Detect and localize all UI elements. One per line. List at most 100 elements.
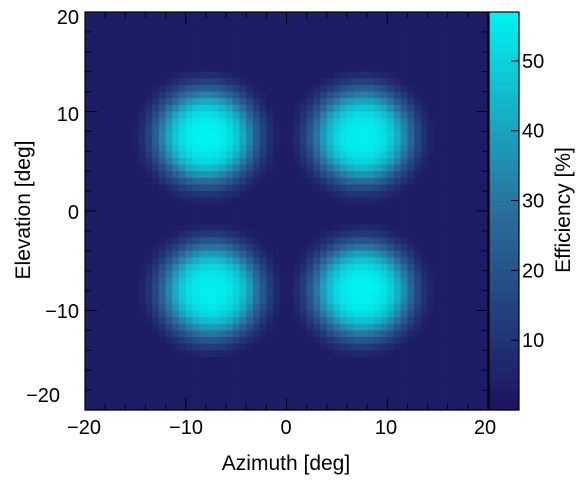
heatmap-cell [299,317,308,325]
heatmap-cell [340,283,348,292]
heatmap-cell [205,138,214,146]
heatmap-cell [226,277,234,285]
heatmap-cell [306,356,314,365]
heatmap-cell [320,65,328,73]
heatmap-cell [306,390,314,398]
heatmap-cell [152,124,160,132]
heatmap-cell [340,211,348,219]
heatmap-cell [393,230,402,239]
heatmap-cell [179,224,187,232]
heatmap-cell [393,177,402,186]
heatmap-cell [273,164,281,172]
heatmap-cell [105,164,113,172]
heatmap-cell [246,65,254,73]
heatmap-cell [111,25,120,33]
heatmap-cell [192,38,200,46]
heatmap-cell [132,25,140,33]
heatmap-cell [279,78,288,86]
heatmap-cell [172,138,180,146]
heatmap-cell [111,12,120,20]
heatmap-cell [118,390,126,398]
heatmap-cell [440,45,449,53]
heatmap-cell [440,310,449,318]
heatmap-cell [367,230,375,239]
heatmap-cell [306,18,314,26]
heatmap-cell [138,337,147,345]
heatmap-cell [179,396,187,404]
heatmap-cell [400,317,408,325]
heatmap-cell [199,270,207,278]
heatmap-cell [353,124,361,132]
heatmap-cell [387,164,395,172]
heatmap-cell [266,323,274,331]
heatmap-cell [474,91,482,99]
heatmap-cell [393,184,402,192]
heatmap-cell [91,230,100,239]
heatmap-cell [172,370,180,378]
heatmap-cell [474,244,482,252]
heatmap-cell [158,237,167,245]
heatmap-cell [152,104,160,113]
heatmap-cell [434,171,442,179]
heatmap-cell [420,197,429,205]
heatmap-cell [467,376,476,385]
heatmap-cell [98,330,106,338]
heatmap-cell [273,277,281,285]
heatmap-cell [306,270,314,278]
heatmap-cell [199,157,207,166]
heatmap-cell [138,177,147,186]
heatmap-cell [111,104,120,113]
heatmap-cell [293,230,301,239]
heatmap-cell [467,184,476,192]
heatmap-cell [138,144,147,152]
heatmap-cell [434,124,442,132]
heatmap-cell [138,230,147,239]
heatmap-cell [333,230,341,239]
heatmap-cell [400,38,408,46]
heatmap-cell [199,283,207,292]
heatmap-cell [179,38,187,46]
heatmap-cell [306,104,314,113]
heatmap-cell [111,224,120,232]
heatmap-cell [293,224,301,232]
heatmap-cell [380,111,388,119]
heatmap-cell [313,350,321,358]
heatmap-cell [91,224,100,232]
heatmap-cell [467,58,476,66]
heatmap-cell [286,12,294,20]
heatmap-cell [387,250,395,259]
heatmap-cell [393,111,402,119]
heatmap-cell [353,237,361,245]
heatmap-cell [286,51,294,60]
heatmap-cell [454,65,462,73]
heatmap-cell [461,244,469,252]
heatmap-cell [393,310,402,318]
heatmap-cell [152,144,160,152]
heatmap-cell [138,323,147,331]
heatmap-cell [467,51,476,60]
heatmap-cell [145,363,153,371]
heatmap-cell [414,118,422,126]
heatmap-cell [111,164,120,172]
heatmap-cell [85,297,93,305]
heatmap-cell [252,323,261,331]
heatmap-cell [427,396,435,404]
heatmap-cell [192,45,200,53]
heatmap-cell [145,184,153,192]
heatmap-cell [447,191,456,199]
heatmap-cell [185,65,194,73]
heatmap-cell [105,177,113,186]
heatmap-cell [226,356,234,365]
heatmap-cell [192,310,200,318]
heatmap-cell [132,396,140,404]
heatmap-cell [481,164,489,172]
heatmap-cell [172,78,180,86]
heatmap-cell [286,323,294,331]
heatmap-cell [414,211,422,219]
heatmap-cell [273,383,281,391]
heatmap-cell [85,257,93,265]
heatmap-cell [434,224,442,232]
heatmap-cell [333,297,341,305]
heatmap-cell [387,383,395,391]
colorbar-step [489,230,519,242]
